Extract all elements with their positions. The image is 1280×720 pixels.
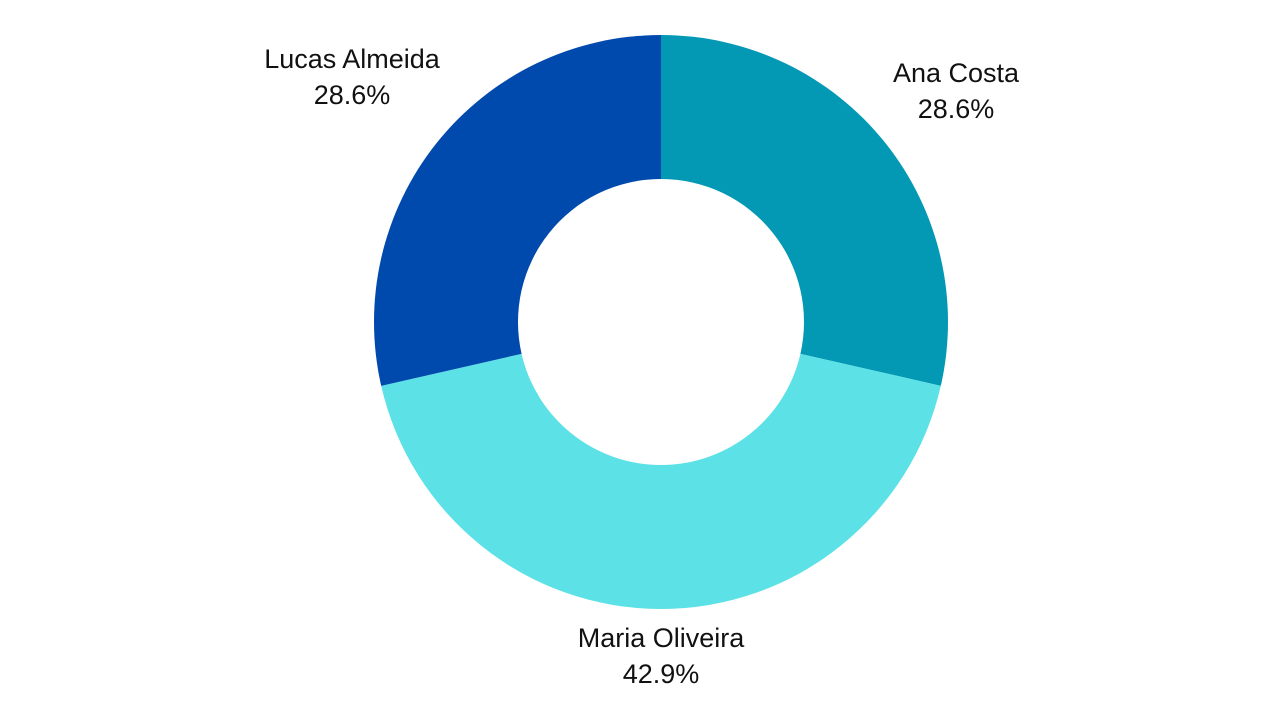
- slice-label-lucas-almeida: Lucas Almeida: [264, 44, 441, 74]
- slice-value-lucas-almeida: 28.6%: [314, 80, 391, 110]
- slice-label-ana-costa: Ana Costa: [893, 58, 1020, 88]
- donut-slices: [373, 35, 948, 609]
- slice-lucas-almeida: [373, 35, 661, 386]
- slice-ana-costa: [661, 35, 948, 386]
- slice-label-maria-oliveira: Maria Oliveira: [578, 623, 746, 653]
- slice-labels: Ana Costa 28.6% Maria Oliveira 42.9% Lucas A…: [264, 44, 1020, 689]
- slice-maria-oliveira: [381, 353, 941, 609]
- slice-value-maria-oliveira: 42.9%: [623, 659, 700, 689]
- slice-value-ana-costa: 28.6%: [918, 94, 995, 124]
